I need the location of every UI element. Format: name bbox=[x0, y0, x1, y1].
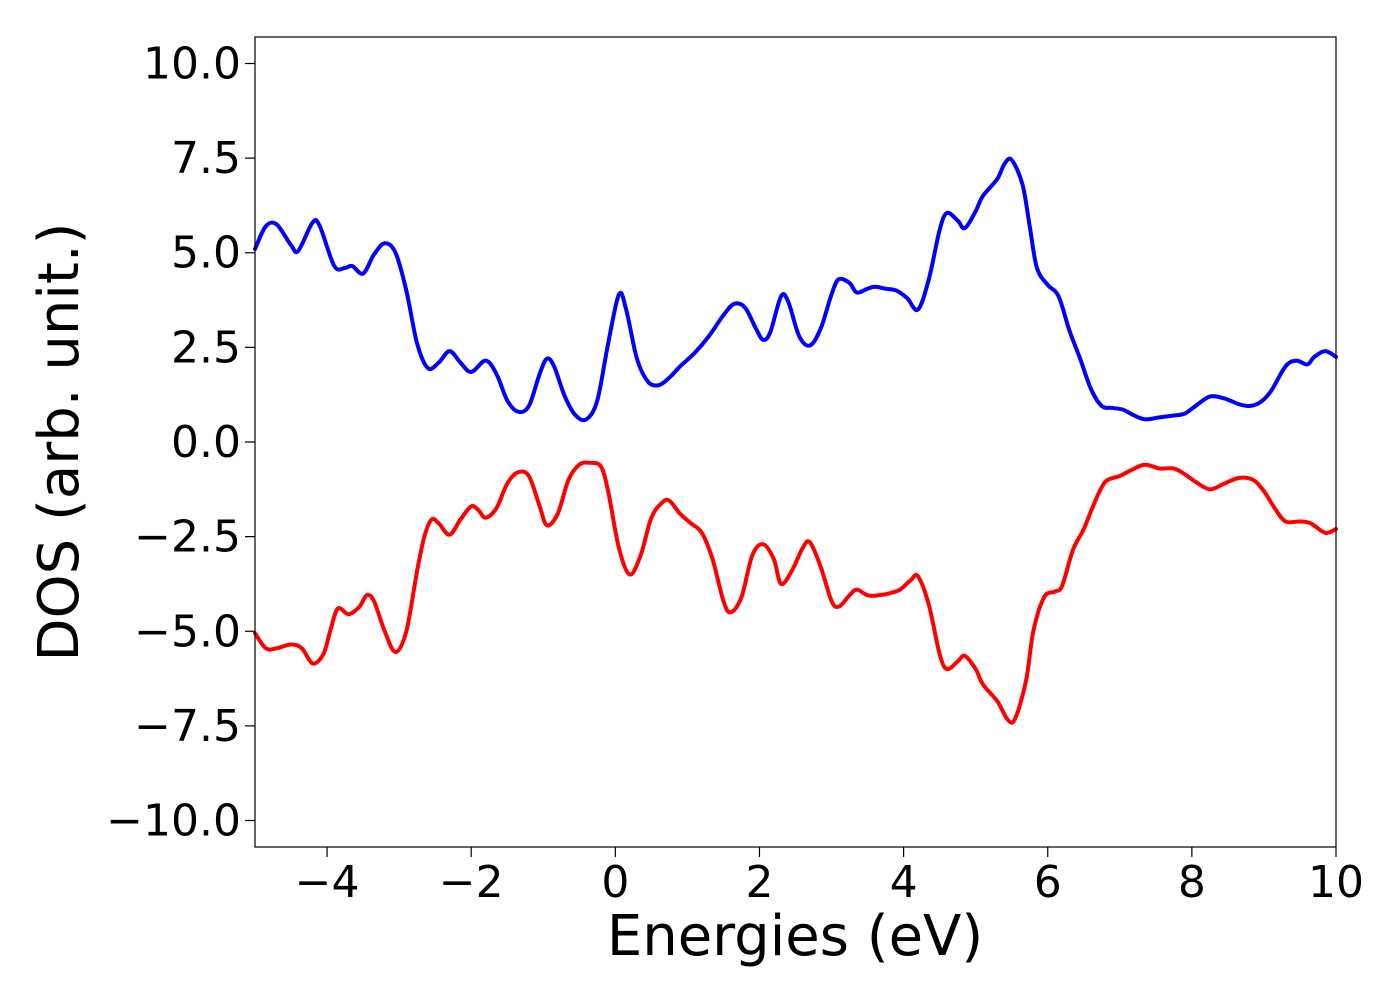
y-axis-ticks: 10.0 7.5 5.0 2.5 0.0 −2.5 −5.0 −7.5 −10.0 bbox=[106, 38, 255, 847]
x-tick-label: −4 bbox=[295, 857, 360, 908]
x-tick-label: 8 bbox=[1178, 857, 1206, 908]
y-tick-label: −5.0 bbox=[134, 606, 241, 657]
x-tick-label: 4 bbox=[890, 857, 918, 908]
series-layer bbox=[253, 156, 1338, 725]
x-tick-label: 2 bbox=[745, 857, 773, 908]
y-tick-label: 0.0 bbox=[171, 417, 241, 468]
x-tick-label: 6 bbox=[1034, 857, 1062, 908]
x-axis-ticks: −4 −2 0 2 4 6 8 10 bbox=[295, 847, 1364, 908]
x-tick-label: 0 bbox=[601, 857, 629, 908]
y-tick-label: −2.5 bbox=[134, 512, 241, 563]
y-tick-label: 2.5 bbox=[171, 322, 241, 373]
plot-frame bbox=[254, 36, 1337, 848]
y-tick-label: 5.0 bbox=[171, 228, 241, 279]
series-line-red bbox=[253, 460, 1338, 725]
x-tick-label: −2 bbox=[439, 857, 504, 908]
y-axis-title: DOS (arb. unit.) bbox=[27, 222, 92, 661]
y-tick-label: 7.5 bbox=[171, 133, 241, 184]
series-line-blue bbox=[253, 156, 1338, 423]
y-tick-label: −7.5 bbox=[134, 701, 241, 752]
y-tick-label: 10.0 bbox=[143, 38, 241, 89]
x-tick-label: 10 bbox=[1308, 857, 1364, 908]
y-tick-label: −10.0 bbox=[106, 796, 241, 847]
x-axis-title: Energies (eV) bbox=[607, 904, 983, 969]
